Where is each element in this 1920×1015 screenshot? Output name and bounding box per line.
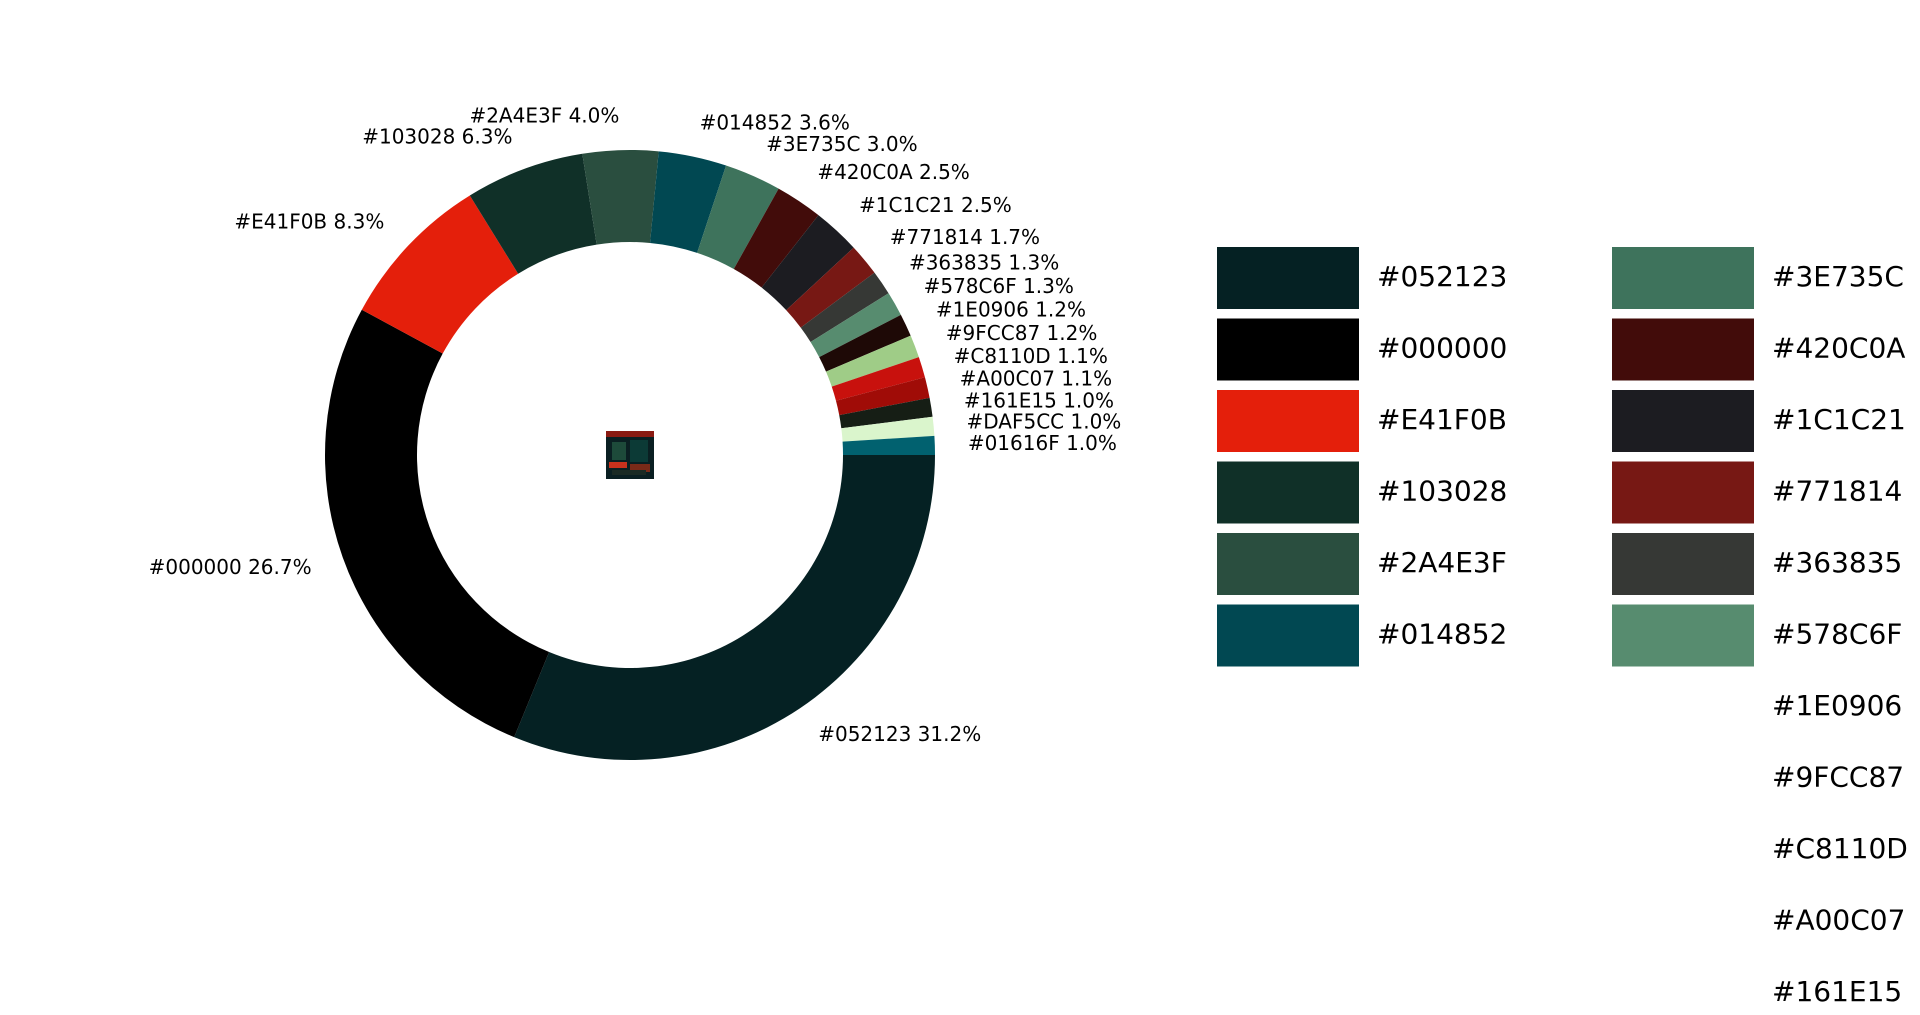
slice-9fcc87 — [826, 335, 919, 387]
slice-label: #2A4E3F 4.0% — [469, 104, 619, 128]
legend-swatch — [1217, 318, 1359, 381]
slice-771814 — [786, 247, 875, 328]
legend-label: #052123 — [1377, 260, 1507, 293]
legend-swatch — [1217, 461, 1359, 524]
slice-label: #420C0A 2.5% — [817, 160, 969, 184]
legend-label: #9FCC87 — [1772, 761, 1904, 794]
slice-label: #161E15 1.0% — [964, 389, 1114, 413]
slice-01616f — [842, 435, 935, 455]
legend-swatch — [1217, 533, 1359, 595]
slice-363835 — [800, 272, 889, 343]
slice-1c1c21 — [761, 215, 854, 311]
legend-label: #1C1C21 — [1772, 403, 1906, 436]
legend-label: #000000 — [1377, 332, 1507, 365]
slice-label: #103028 6.3% — [362, 125, 512, 149]
slice-label: #C8110D 1.1% — [954, 344, 1108, 368]
slice-2a4e3f — [582, 149, 659, 245]
legend-label: #161E15 — [1772, 975, 1902, 1008]
slice-578c6f — [810, 293, 901, 358]
slice-label: #3E735C 3.0% — [766, 132, 917, 156]
legend-label: #103028 — [1377, 475, 1507, 508]
slice-label: #A00C07 1.1% — [960, 367, 1112, 391]
slice-420c0a — [733, 188, 819, 288]
legend-label: #420C0A — [1772, 332, 1905, 365]
legend-swatch — [1612, 604, 1754, 667]
legend-label: #1E0906 — [1772, 689, 1902, 722]
legend-label: #2A4E3F — [1377, 546, 1507, 579]
slice-label: #01616F 1.0% — [968, 431, 1117, 455]
slice-label: #1C1C21 2.5% — [859, 193, 1012, 217]
slice-161e15 — [839, 397, 933, 429]
legend-label: #3E735C — [1772, 260, 1904, 293]
slice-000000 — [324, 309, 550, 738]
legend-label: #578C6F — [1772, 618, 1902, 651]
slice-3e735c — [697, 165, 779, 269]
slice-label: #9FCC87 1.2% — [946, 321, 1098, 345]
legend-label: #771814 — [1772, 475, 1902, 508]
slice-1e0906 — [819, 314, 911, 372]
slice-label: #014852 3.6% — [700, 111, 850, 135]
slice-label: #000000 26.7% — [149, 555, 312, 579]
legend-swatch — [1217, 604, 1359, 667]
legend-swatch — [1217, 390, 1359, 452]
legend: #052123 #000000 #E41F0B #103028 #2A4E3F #0148… — [1217, 247, 1908, 1008]
slice-label: #052123 31.2% — [818, 722, 981, 746]
slice-daf5cc — [841, 416, 935, 442]
slice-label: #1E0906 1.2% — [936, 298, 1086, 322]
slice-label: #E41F0B 8.3% — [234, 209, 384, 233]
legend-label: #C8110D — [1772, 832, 1908, 865]
slice-e41f0b — [361, 195, 519, 354]
slice-014852 — [650, 151, 727, 253]
legend-label: #A00C07 — [1772, 904, 1905, 937]
slice-labels: #052123 31.2% #000000 26.7% #E41F0B 8.3% #1… — [149, 104, 1122, 747]
slice-label: #771814 1.7% — [890, 225, 1040, 249]
slice-label: #578C6F 1.3% — [924, 274, 1074, 298]
slice-052123 — [514, 455, 935, 761]
legend-swatch — [1217, 247, 1359, 309]
legend-label: #014852 — [1377, 618, 1507, 651]
legend-swatch — [1612, 461, 1754, 524]
slice-label: #DAF5CC 1.0% — [966, 410, 1121, 434]
legend-label: #E41F0B — [1377, 403, 1507, 436]
center-thumbnail — [606, 431, 654, 479]
legend-label: #363835 — [1772, 546, 1902, 579]
slice-label: #363835 1.3% — [909, 251, 1059, 275]
legend-swatch — [1612, 533, 1754, 595]
legend-swatch — [1612, 318, 1754, 381]
slice-103028 — [469, 153, 597, 274]
legend-swatch — [1612, 247, 1754, 309]
slice-a00c07 — [835, 377, 930, 416]
slice-c8110d — [831, 357, 925, 401]
legend-swatch — [1612, 390, 1754, 452]
donut-slices — [324, 149, 935, 761]
